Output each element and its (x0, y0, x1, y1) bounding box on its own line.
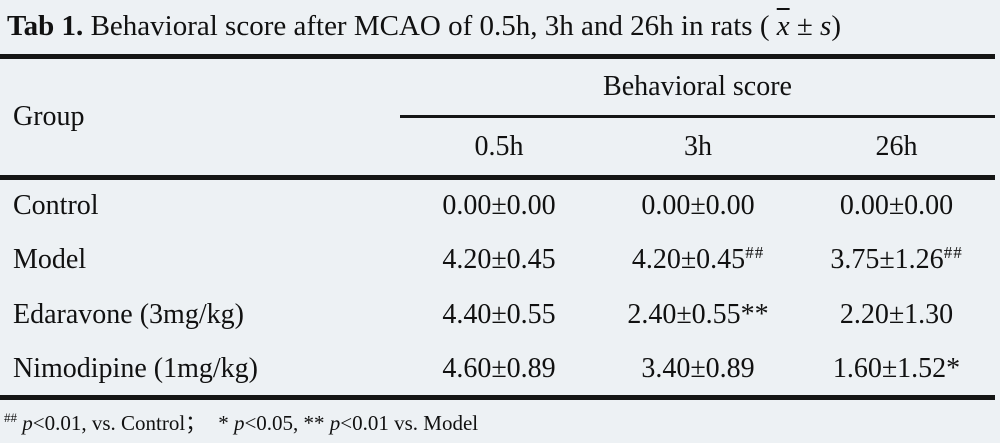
group-name: Control (13, 190, 99, 222)
score-value: 2.40±0.55** (627, 299, 769, 330)
hash-marker: ## (4, 410, 17, 425)
score-value: 3.75±1.26 (830, 244, 944, 275)
table-footnote: ## p<0.01, vs. Control； * p<0.05, ** p<0.… (0, 407, 1000, 437)
score-cell: 0.00±0.00 (798, 178, 995, 233)
significance-marker: ## (745, 243, 765, 262)
score-cell: 4.20±0.45 (400, 233, 598, 288)
table-row-nimodipine: Nimodipine (1mg/kg) 4.60±0.89 3.40±0.89 … (0, 343, 995, 398)
footnote-text: <0.05, (244, 411, 304, 435)
table-caption: Tab 1. Behavioral score after MCAO of 0.… (0, 0, 1000, 54)
footnote-text: <0.01, vs. Control； (32, 411, 207, 435)
score-value: 4.60±0.89 (442, 352, 556, 384)
caption-close-paren: ) (831, 10, 841, 42)
score-value: 3.40±0.89 (641, 352, 755, 384)
score-cell: 4.40±0.55 (400, 288, 598, 343)
table-header: Group Behavioral score 0.5h 3h 26h (0, 56, 996, 178)
star-marker: * (218, 411, 234, 435)
score-cell: 3.75±1.26## (798, 233, 995, 288)
score-cell: 4.60±0.89 (400, 343, 598, 398)
group-name: Model (13, 244, 87, 275)
p-symbol: p (233, 411, 245, 435)
column-header-26h: 26h (875, 130, 918, 162)
group-name: Edaravone (3mg/kg) (13, 299, 244, 330)
score-value: 0.00±0.00 (442, 190, 556, 222)
double-star-marker: ** (303, 411, 330, 435)
header-row-1: Group Behavioral score (0, 56, 996, 132)
score-value: 0.00±0.00 (839, 190, 954, 222)
table-row-edaravone: Edaravone (3mg/kg) 4.40±0.55 2.40±0.55**… (0, 288, 995, 343)
score-cell: 2.40±0.55** (598, 288, 798, 343)
column-header-3h: 3h (684, 130, 712, 162)
group-name: Nimodipine (1mg/kg) (13, 352, 258, 384)
column-header-0-5h: 0.5h (474, 130, 524, 162)
x-bar-symbol: x (776, 10, 790, 42)
column-header-behavioral-score: Behavioral score (400, 56, 996, 118)
table-label: Tab 1. (7, 10, 84, 42)
score-value: 4.40±0.55 (442, 299, 556, 330)
table-row-control: Control 0.00±0.00 0.00±0.00 0.00±0.00 (0, 178, 995, 233)
significance-marker: ## (943, 243, 963, 262)
score-value: 1.60±1.52* (832, 352, 961, 384)
p-symbol: p (22, 411, 33, 435)
score-cell: 0.00±0.00 (400, 178, 598, 233)
header-row-2: 0.5h 3h 26h (0, 117, 995, 178)
column-header-group: Group (13, 101, 85, 132)
score-cell: 3.40±0.89 (598, 343, 798, 398)
table-body: Control 0.00±0.00 0.00±0.00 0.00±0.00 Mo… (0, 178, 996, 398)
table-row-model: Model 4.20±0.45 4.20±0.45## 3.75±1.26## (0, 233, 995, 288)
caption-text: Behavioral score after MCAO of 0.5h, 3h … (83, 10, 777, 42)
score-cell: 4.20±0.45## (598, 233, 798, 288)
score-value: 4.20±0.45 (442, 244, 556, 275)
score-value: 4.20±0.45 (631, 244, 746, 275)
p-symbol: p (329, 411, 341, 435)
score-cell: 1.60±1.52* (798, 343, 995, 398)
score-cell: 0.00±0.00 (598, 178, 798, 233)
footnote-text: <0.01 vs. Model (340, 411, 479, 435)
score-value: 2.20±1.30 (839, 299, 954, 330)
behavioral-score-table: Group Behavioral score 0.5h 3h 26h Contr… (0, 54, 996, 400)
score-cell: 2.20±1.30 (798, 288, 995, 343)
plus-minus-symbol: ± (789, 10, 821, 42)
s-symbol: s (820, 10, 832, 42)
score-value: 0.00±0.00 (641, 190, 755, 222)
